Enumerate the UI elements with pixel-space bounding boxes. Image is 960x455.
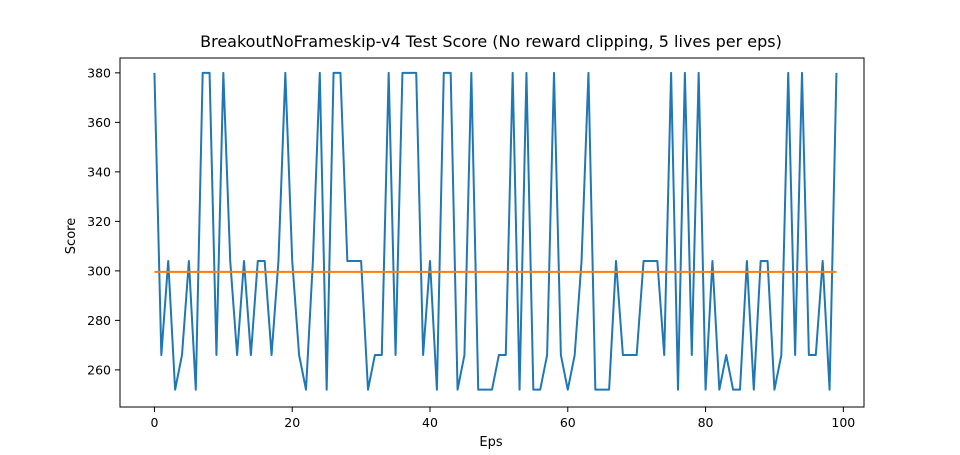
y-tick-label: 340 [87, 164, 111, 179]
x-tick-label: 0 [150, 415, 158, 430]
y-axis: 260 280 300 320 340 360 380 [87, 65, 120, 377]
x-axis: 0 20 40 60 80 100 [150, 407, 855, 430]
x-tick-label: 80 [698, 415, 714, 430]
plot-frame [119, 57, 865, 408]
y-tick-label: 300 [87, 263, 111, 278]
y-tick-label: 320 [87, 214, 111, 229]
x-axis-label: Eps [479, 435, 502, 450]
plot-area [153, 71, 838, 391]
y-axis-label: Score [64, 218, 79, 254]
y-tick-label: 380 [87, 65, 111, 80]
y-tick-label: 280 [87, 313, 111, 328]
x-tick-label: 60 [560, 415, 576, 430]
chart-title: BreakoutNoFrameskip-v4 Test Score (No re… [200, 32, 782, 51]
x-tick-label: 100 [831, 415, 855, 430]
x-tick-label: 20 [284, 415, 300, 430]
y-tick-label: 260 [87, 362, 111, 377]
x-tick-label: 40 [422, 415, 438, 430]
series-line-1 [153, 71, 838, 391]
y-tick-label: 360 [87, 115, 111, 130]
